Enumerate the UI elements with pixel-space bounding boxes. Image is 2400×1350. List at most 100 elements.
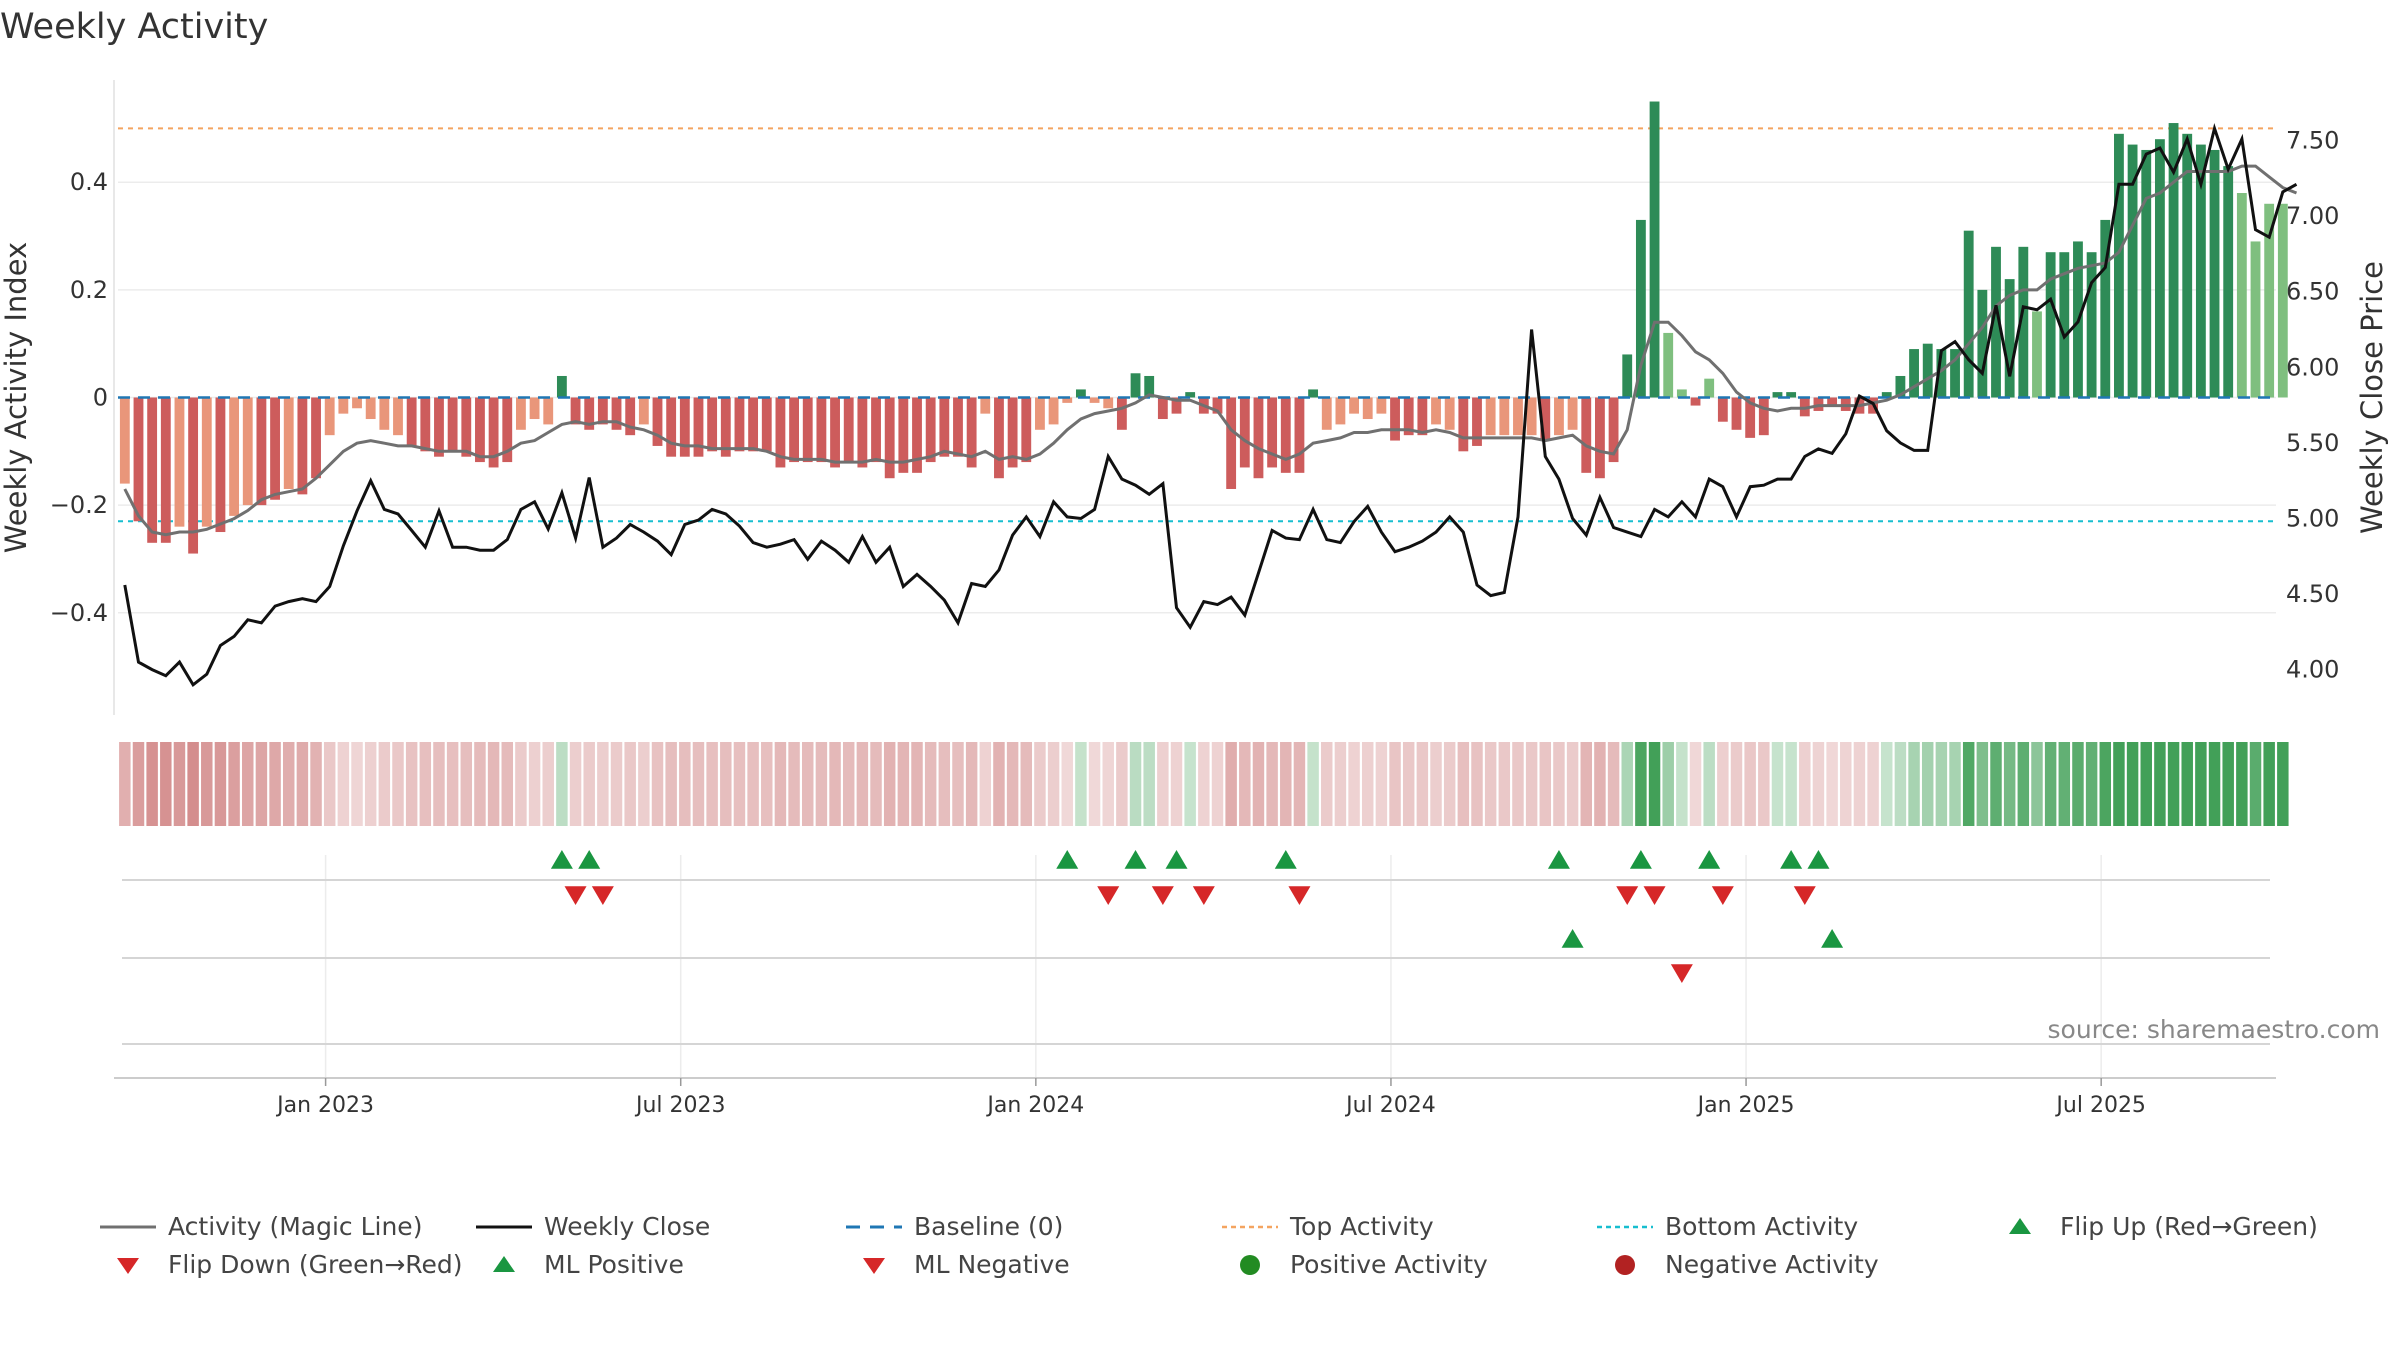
chart-legend: Activity (Magic Line) Weekly Close Baselin… bbox=[0, 1200, 2400, 1290]
legend-swatch-bottom bbox=[1597, 1225, 1653, 1228]
legend-label-flipup: Flip Up (Red→Green) bbox=[2060, 1212, 2318, 1241]
heat-strip-cell bbox=[2044, 742, 2057, 826]
activity-bar bbox=[1554, 397, 1564, 436]
x-tick-label: Jan 2025 bbox=[1696, 1093, 1795, 1118]
heat-strip-cell bbox=[1894, 742, 1907, 826]
activity-bar bbox=[1895, 375, 1906, 398]
legend-label-flipdown: Flip Down (Green→Red) bbox=[168, 1250, 463, 1279]
y-left-tick-label: 0 bbox=[93, 384, 108, 412]
activity-bar bbox=[2100, 219, 2111, 398]
activity-bar bbox=[1499, 397, 1510, 436]
x-tick-label: Jan 2024 bbox=[985, 1093, 1084, 1118]
activity-bar bbox=[2236, 193, 2247, 398]
heat-strip-cell bbox=[1361, 742, 1374, 826]
activity-bar bbox=[830, 397, 840, 468]
heat-strip-cell bbox=[1703, 742, 1715, 826]
flip-down-marker bbox=[1793, 886, 1816, 905]
activity-bar bbox=[2168, 123, 2179, 398]
heat-strip-cell bbox=[2085, 742, 2098, 826]
heat-strip-cell bbox=[692, 742, 705, 826]
flip-down-marker bbox=[1097, 886, 1120, 905]
legend-item-baseline: Baseline (0) bbox=[844, 1212, 1063, 1241]
heat-strip-cell bbox=[842, 742, 855, 826]
heat-strip-cell bbox=[2249, 742, 2262, 826]
heat-strip-cell bbox=[733, 742, 746, 826]
heat-strip-cell bbox=[1826, 742, 1838, 826]
heat-strip-cell bbox=[2195, 742, 2207, 826]
activity-bar bbox=[1595, 397, 1605, 479]
heat-strip-cell bbox=[965, 742, 978, 826]
heat-strip-cell bbox=[638, 742, 650, 826]
activity-bar bbox=[379, 397, 390, 430]
flip-up-marker bbox=[578, 850, 601, 869]
activity-bar bbox=[584, 397, 595, 430]
activity-bar bbox=[980, 397, 991, 414]
heat-strip-cell bbox=[1867, 742, 1879, 826]
heat-strip-cell bbox=[1730, 742, 1743, 826]
heat-strip-cell bbox=[1443, 742, 1456, 826]
activity-bar bbox=[1704, 378, 1715, 398]
activity-bar bbox=[2250, 241, 2261, 398]
activity-bar bbox=[174, 397, 185, 527]
heat-strip-cell bbox=[310, 742, 322, 826]
heat-strip-cell bbox=[1990, 742, 2002, 826]
legend-label-top: Top Activity bbox=[1290, 1212, 1434, 1241]
heat-strip-cell bbox=[597, 742, 609, 826]
legend-swatch-negact bbox=[1615, 1254, 1635, 1275]
heat-strip-cell bbox=[706, 742, 718, 826]
heat-strip-cell bbox=[993, 742, 1005, 826]
heat-strip-cell bbox=[1921, 742, 1934, 826]
activity-bar bbox=[1472, 397, 1482, 446]
heat-strip-cell bbox=[624, 742, 636, 826]
activity-bar bbox=[2127, 144, 2138, 398]
activity-bar bbox=[2059, 252, 2070, 398]
activity-bar bbox=[843, 397, 854, 463]
heat-strip-cell bbox=[569, 742, 582, 826]
legend-item-mlpos: ML Positive bbox=[474, 1250, 684, 1279]
heat-strip-cell bbox=[1348, 742, 1360, 826]
heat-strip-cell bbox=[1389, 742, 1401, 826]
y-right-axis-title: Weekly Close Price bbox=[2355, 261, 2389, 534]
x-tick-label: Jul 2023 bbox=[634, 1093, 726, 1118]
y-right-tick-label: 5.50 bbox=[2286, 429, 2339, 457]
heat-strip-cell bbox=[187, 742, 199, 826]
activity-bar bbox=[939, 397, 950, 457]
activity-bar bbox=[1758, 397, 1769, 436]
activity-bar bbox=[133, 397, 144, 522]
legend-item-bottom: Bottom Activity bbox=[1595, 1212, 1858, 1241]
heat-strip-cell bbox=[1744, 742, 1756, 826]
activity-bar bbox=[2032, 311, 2042, 398]
activity-bar bbox=[297, 397, 308, 495]
heat-strip-cell bbox=[1170, 742, 1183, 826]
heat-strip-cell bbox=[774, 742, 787, 826]
heat-strip-cell bbox=[1512, 742, 1524, 826]
x-tick-label: Jul 2024 bbox=[1344, 1093, 1436, 1118]
heat-strip-cell bbox=[351, 742, 363, 826]
heat-strip-cell bbox=[952, 742, 964, 826]
legend-swatch-top bbox=[1222, 1225, 1278, 1228]
activity-bar bbox=[1963, 230, 1974, 398]
activity-bar bbox=[1526, 397, 1537, 436]
heat-strip-cell bbox=[1402, 742, 1415, 826]
flip-up-marker bbox=[1629, 850, 1652, 869]
heat-strip-cell bbox=[788, 742, 800, 826]
heat-strip-cell bbox=[1416, 742, 1429, 826]
heat-strip-cell bbox=[255, 742, 268, 826]
chart-svg: Weekly Activity 0.4 0.2 0 −0.2 −0.4 7.50 7.00 6.… bbox=[0, 7, 2389, 1118]
heat-strip-cell bbox=[651, 742, 664, 826]
legend-item-posact: Positive Activity bbox=[1220, 1250, 1488, 1279]
activity-bar bbox=[406, 397, 417, 446]
activity-bar bbox=[338, 397, 349, 414]
activity-bar bbox=[1062, 397, 1073, 403]
heat-strip-cell bbox=[364, 742, 377, 826]
activity-bar bbox=[1485, 397, 1496, 436]
flip-down-marker bbox=[564, 886, 587, 905]
ml-positive-marker bbox=[1821, 929, 1844, 948]
heat-strip-cell bbox=[1184, 742, 1196, 826]
heat-strip-cell bbox=[337, 742, 350, 826]
activity-bar bbox=[475, 397, 485, 463]
heat-strip-cell bbox=[2113, 742, 2125, 826]
heat-strip-cell bbox=[1047, 742, 1060, 826]
activity-bar bbox=[1267, 397, 1278, 468]
heat-strip-cell bbox=[1129, 742, 1142, 826]
